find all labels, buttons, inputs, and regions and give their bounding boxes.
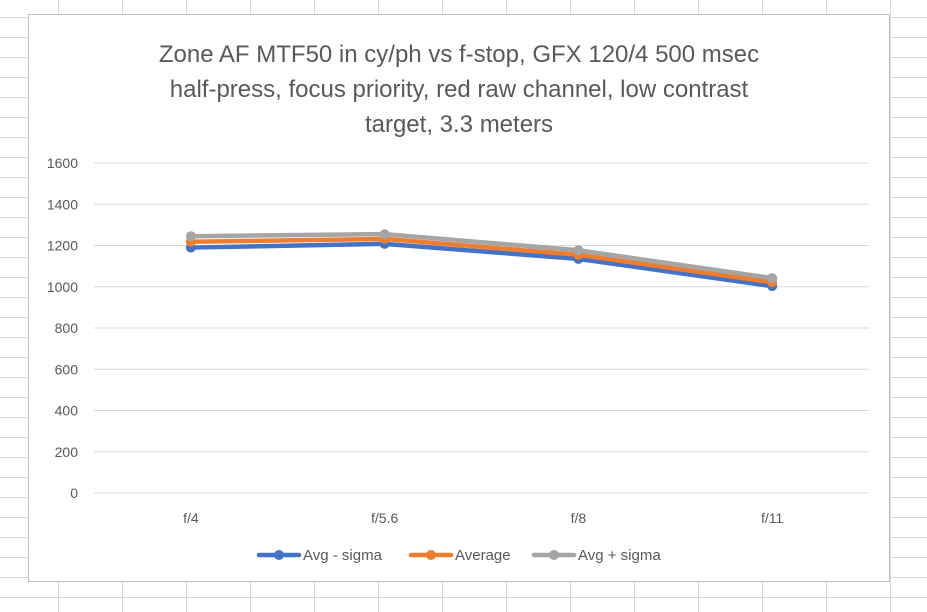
series-lines bbox=[185, 229, 778, 292]
legend-label: Avg - sigma bbox=[303, 547, 383, 564]
y-tick-label: 1400 bbox=[47, 196, 78, 212]
x-tick-label: f/11 bbox=[761, 510, 784, 526]
legend-item: Avg - sigma bbox=[256, 547, 383, 564]
y-tick-label: 0 bbox=[70, 485, 78, 501]
legend-marker-icon bbox=[274, 550, 284, 560]
gridlines bbox=[94, 162, 869, 494]
y-tick-label: 600 bbox=[55, 361, 79, 377]
series-2 bbox=[185, 229, 778, 284]
y-tick-label: 800 bbox=[55, 320, 79, 336]
chart-title: Zone AF MTF50 in cy/ph vs f-stop, GFX 12… bbox=[159, 41, 759, 138]
data-point bbox=[767, 273, 778, 284]
chart-title-line-1: Zone AF MTF50 in cy/ph vs f-stop, GFX 12… bbox=[159, 41, 759, 68]
data-point bbox=[185, 231, 196, 242]
y-tick-label: 200 bbox=[55, 444, 79, 460]
legend-marker-icon bbox=[549, 550, 559, 560]
legend: Avg - sigma Average Avg + sigma bbox=[256, 547, 661, 564]
series-line bbox=[188, 236, 775, 285]
legend-item: Average bbox=[408, 547, 511, 564]
legend-marker-icon bbox=[426, 550, 436, 560]
data-point bbox=[379, 229, 390, 240]
x-tick-label: f/8 bbox=[571, 510, 587, 526]
y-axis-tick-labels: 0 200 400 600 800 1000 1200 1400 1600 bbox=[47, 155, 78, 501]
x-tick-label: f/4 bbox=[183, 510, 199, 526]
legend-item: Avg + sigma bbox=[531, 547, 661, 564]
series-line bbox=[188, 231, 775, 281]
legend-label: Average bbox=[455, 547, 511, 564]
chart-title-line-2: half-press, focus priority, red raw chan… bbox=[170, 76, 749, 103]
y-tick-label: 1600 bbox=[47, 155, 78, 171]
x-axis-tick-labels: f/4 f/5.6 f/8 f/11 bbox=[183, 510, 783, 526]
legend-label: Avg + sigma bbox=[578, 547, 661, 564]
x-tick-label: f/5.6 bbox=[371, 510, 398, 526]
chart-area[interactable]: Zone AF MTF50 in cy/ph vs f-stop, GFX 12… bbox=[28, 14, 890, 582]
y-tick-label: 1200 bbox=[47, 238, 78, 254]
line-chart: Zone AF MTF50 in cy/ph vs f-stop, GFX 12… bbox=[47, 41, 869, 564]
y-tick-label: 1000 bbox=[47, 279, 78, 295]
series-line bbox=[188, 241, 775, 289]
data-point bbox=[573, 245, 584, 256]
chart-title-line-3: target, 3.3 meters bbox=[365, 111, 553, 138]
y-tick-label: 400 bbox=[55, 403, 79, 419]
